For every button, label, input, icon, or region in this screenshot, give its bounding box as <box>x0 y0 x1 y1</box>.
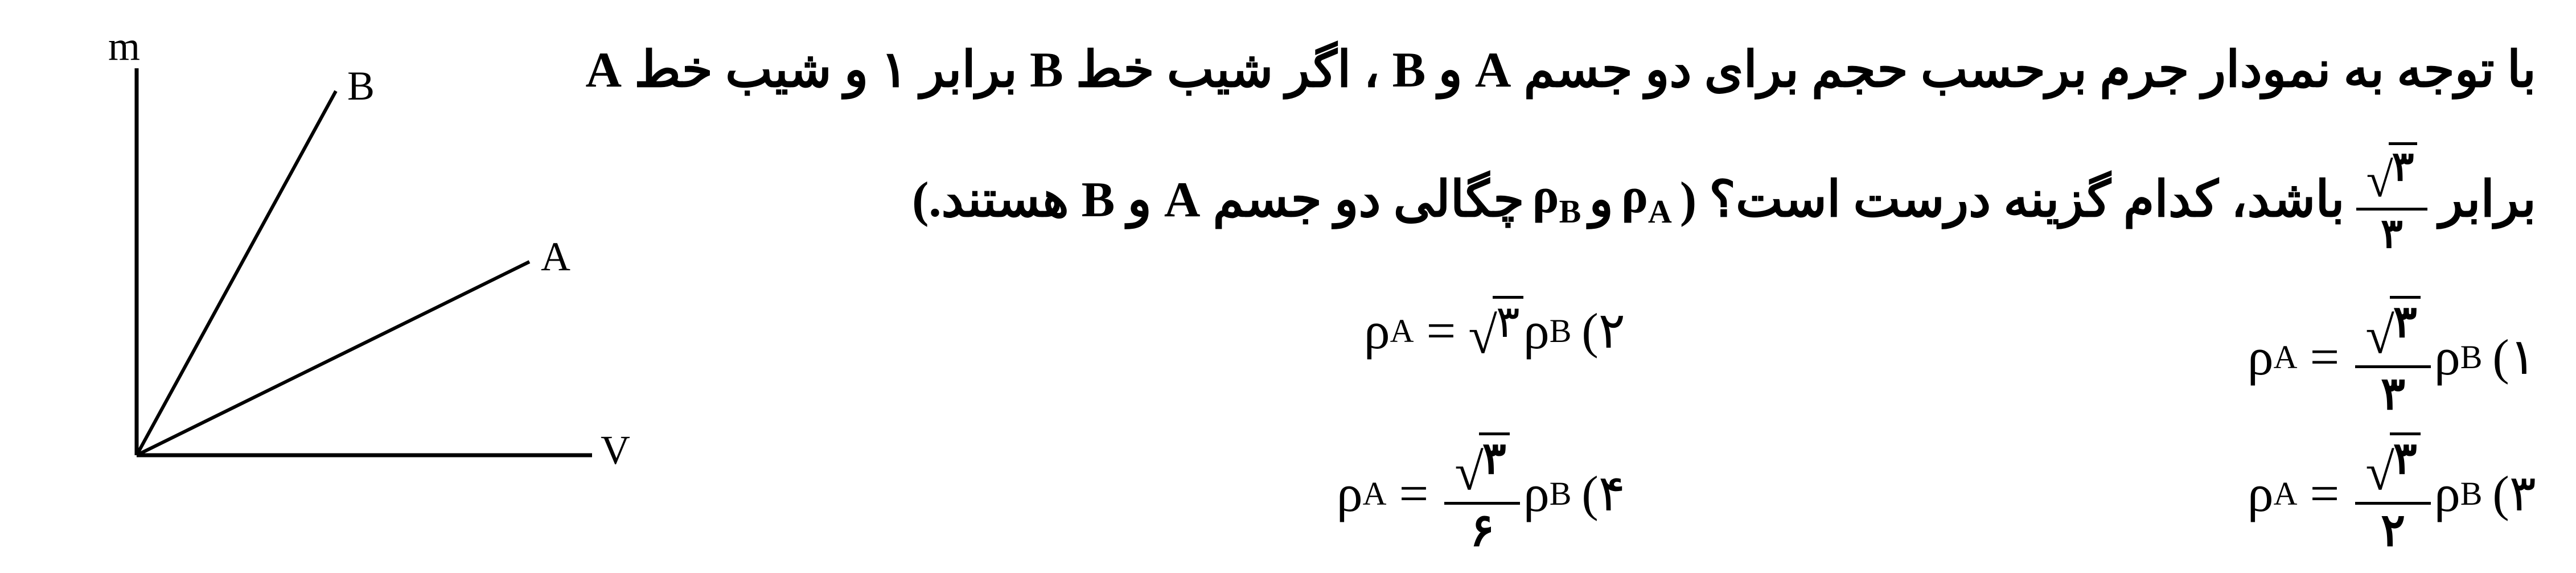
line2-mid: باشد، کدام گزینه درست است؟ ( <box>1680 170 2345 229</box>
line-b-label: B <box>347 63 375 110</box>
and-text: و <box>1589 170 1613 229</box>
line2-suffix: چگالی دو جسم A و B هستند.) <box>912 170 1524 229</box>
question-line-1: با توجه به نمودار جرم برحسب حجم برای دو … <box>586 40 2536 99</box>
option-3-fraction: √۳ ۲ <box>2355 432 2430 555</box>
sqrt-icon: √۳ <box>2367 142 2418 205</box>
mass-volume-chart: m V B A <box>68 23 638 535</box>
option-2-sqrt: √۳ <box>1468 296 1523 365</box>
line-a-label: A <box>541 233 570 281</box>
option-3: ρA = √۳ ۲ ρB (۳ <box>2248 432 2536 555</box>
option-4-fraction: √۳ ۶ <box>1444 432 1519 555</box>
line2-prefix: برابر <box>2439 170 2536 229</box>
option-2: ρA = √۳ ρB (۲ <box>1364 296 1625 365</box>
rho-b: ρB <box>1533 167 1581 230</box>
page: m V B A با توجه به نمودار جرم برحسب حجم … <box>0 0 2576 573</box>
rho-a: ρA <box>1621 167 1672 230</box>
option-4: ρA = √۳ ۶ ρB (۴ <box>1337 432 1625 555</box>
y-axis-label: m <box>108 23 140 70</box>
option-1-fraction: √۳ ۳ <box>2355 296 2430 418</box>
option-1: ρA = √۳ ۳ ρB (۱ <box>2248 296 2536 418</box>
x-axis-label: V <box>601 427 630 474</box>
question-line-2: برابر √۳ ۳ باشد، کدام گزینه درست است؟ ( … <box>912 142 2536 256</box>
options-block: ρA = √۳ ۳ ρB (۱ ρA = √۳ ρB (۲ ρA = √۳ ۲ … <box>740 285 2536 552</box>
slope-a-fraction: √۳ ۳ <box>2356 142 2428 256</box>
